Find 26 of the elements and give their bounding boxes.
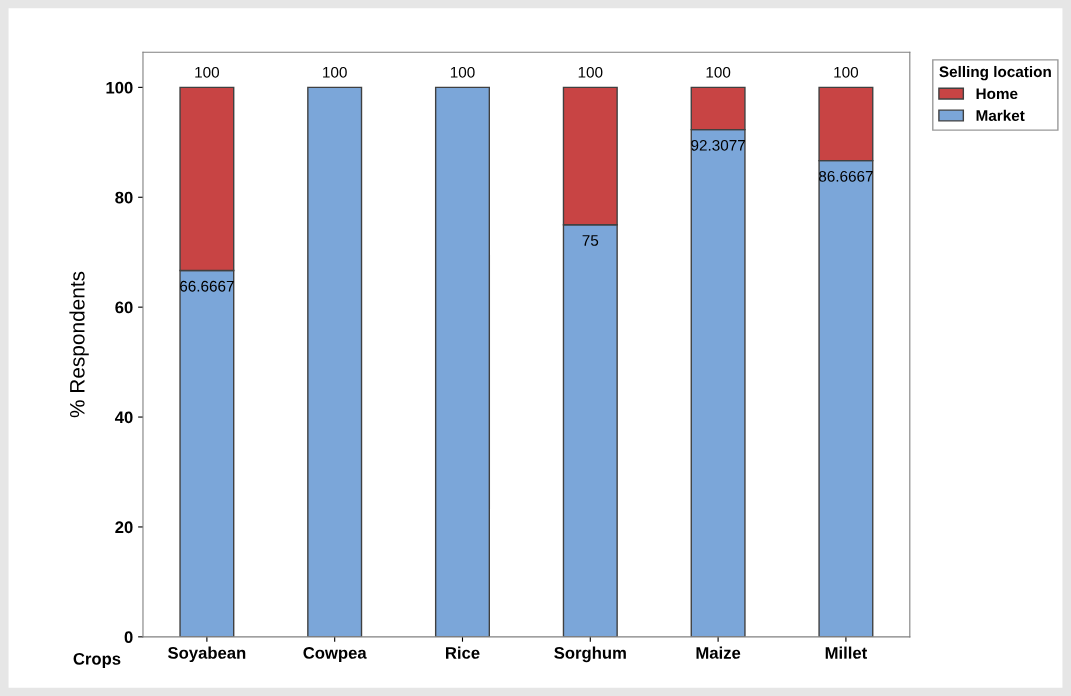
total-label: 100: [578, 66, 603, 78]
y-tick-label: 40: [114, 411, 133, 424]
legend-label: Market: [976, 109, 1025, 121]
y-tick-label: 60: [115, 301, 133, 314]
y-axis-title: % Respondents: [69, 271, 89, 418]
bar: [434, 86, 491, 637]
x-tick-label: Sorghum: [554, 646, 626, 663]
legend-label: Home: [976, 88, 1018, 100]
legend-title: Selling location: [939, 65, 1051, 81]
x-tick-label: Soyabean: [168, 646, 246, 663]
y-tick-label: 100: [106, 81, 133, 94]
y-tick-label: 0: [124, 631, 133, 644]
bar: [307, 86, 363, 637]
total-label: 100: [195, 66, 220, 78]
y-tick-label: 80: [115, 191, 133, 204]
x-tick-label: Maize: [696, 646, 741, 659]
x-tick-label: Rice: [446, 646, 480, 659]
x-tick-label: Millet: [825, 646, 868, 659]
data-label: 75: [582, 235, 599, 246]
total-label: 100: [450, 66, 475, 78]
y-tick-label: 20: [115, 521, 133, 534]
x-axis-title: Crops: [73, 652, 121, 668]
x-tick-label: Cowpea: [303, 647, 367, 663]
total-label: 100: [834, 66, 859, 78]
total-label: 100: [323, 66, 347, 78]
total-label: 100: [706, 66, 731, 78]
